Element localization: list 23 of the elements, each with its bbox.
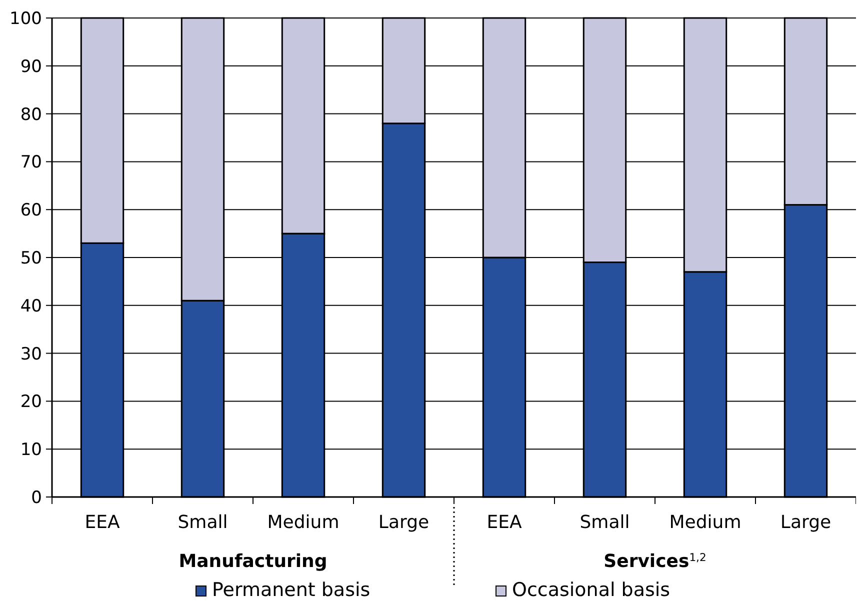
y-tick-label: 0 <box>31 488 42 508</box>
x-tick-label: Medium <box>669 512 742 533</box>
legend-label: Permanent basis <box>212 579 370 601</box>
text: Manufacturing <box>178 551 328 572</box>
legend-label: Occasional basis <box>512 579 670 601</box>
y-tick-label: 100 <box>10 8 42 29</box>
y-tick-label: 60 <box>20 200 42 221</box>
y-tick-label: 50 <box>20 248 42 268</box>
y-tick-label: 10 <box>20 440 42 460</box>
x-tick-label: EEA <box>84 512 120 533</box>
y-tick-label: 40 <box>20 296 42 316</box>
x-tick-label: Small <box>580 512 630 533</box>
y-tick-label: 70 <box>20 152 42 173</box>
x-tick-label: Medium <box>267 512 340 533</box>
y-tick-label: 30 <box>20 344 42 364</box>
y-tick-label: 80 <box>20 104 42 125</box>
x-tick-label: Small <box>178 512 228 533</box>
x-tick-label: Large <box>780 512 832 533</box>
text: Services$^{1,2}$ <box>604 550 706 572</box>
x-tick-label: EEA <box>486 512 522 533</box>
y-tick-label: 90 <box>20 56 42 77</box>
y-tick-label: 20 <box>20 392 42 412</box>
x-tick-label: Large <box>378 512 430 533</box>
